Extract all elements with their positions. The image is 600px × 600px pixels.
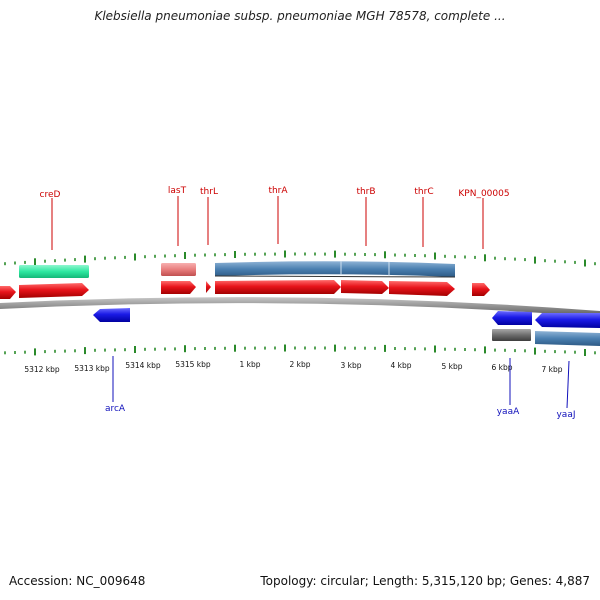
trna-feature-last[interactable] [161,263,196,276]
label-leader-line [566,360,570,409]
topology-label: Topology: circular; Length: 5,315,120 bp… [260,574,590,588]
gene-arrow-cred[interactable] [19,283,89,298]
axis-label: 5314 kbp [125,361,161,370]
cds-feature-thra[interactable] [215,261,455,277]
gene-label-thrl[interactable]: thrL [200,187,218,197]
genome-backbone [0,297,600,317]
gene-label-thrc[interactable]: thrC [414,187,433,197]
gene-label-yaaa[interactable]: yaaA [497,407,520,417]
axis-label: 5315 kbp [175,360,211,369]
gene-arrow-yaaa[interactable] [492,311,532,325]
gene-label-cred[interactable]: creD [40,190,61,200]
gene-label-thrb[interactable]: thrB [356,187,375,197]
gene-arrow-yaaj[interactable] [535,313,600,328]
axis-label: 5313 kbp [74,364,110,373]
gene-label-kpn00005[interactable]: KPN_00005 [458,189,509,199]
axis-label: 1 kbp [239,360,260,369]
axis-label: 5312 kbp [24,365,60,374]
axis-label: 5 kbp [441,362,462,371]
accession-label: Accession: NC_009648 [9,574,146,588]
gene-arrow-thrl[interactable] [206,281,211,293]
genome-title: Klebsiella pneumoniae subsp. pneumoniae … [94,9,506,23]
tick-row-top [4,250,596,267]
gene-arrow-thrb[interactable] [341,280,389,294]
cds-feature-yaaj[interactable] [535,331,600,346]
gene-label-last[interactable]: lasT [168,186,187,196]
gene-label-thra[interactable]: thrA [268,186,288,196]
axis-label: 3 kbp [340,361,361,370]
gene-arrow-thra[interactable] [215,280,341,294]
axis-tick-labels: 5312 kbp 5313 kbp 5314 kbp 5315 kbp 1 kb… [24,360,562,374]
gene-label-yaaj[interactable]: yaaJ [556,410,575,420]
gray-feature[interactable] [492,329,531,341]
gene-arrow-last[interactable] [161,281,196,294]
gene-arrow-thrc[interactable] [389,281,455,296]
gene-arrow-arca[interactable] [93,308,130,322]
axis-label: 7 kbp [541,365,562,374]
forward-gene-labels: creD lasT thrL thrA thrB thrC KPN_00005 [40,186,510,250]
reverse-gene-labels: arcA yaaA yaaJ [105,356,576,420]
gene-arrow-wrap[interactable] [0,286,16,299]
axis-label: 6 kbp [491,363,512,372]
axis-label: 2 kbp [289,360,310,369]
feature-underline [214,275,456,278]
tick-row-bottom [4,344,596,356]
misc-feature-crispr[interactable] [19,265,89,278]
gene-arrow-kpn00005[interactable] [472,283,490,296]
axis-label: 4 kbp [390,361,411,370]
gene-label-arca[interactable]: arcA [105,404,126,414]
